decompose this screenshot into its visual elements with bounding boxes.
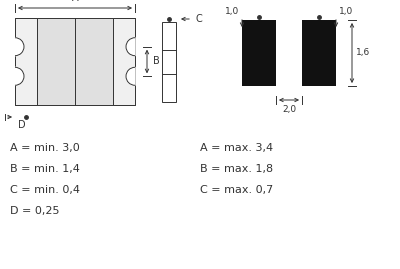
Bar	[162, 22, 176, 102]
Wedge shape	[126, 67, 135, 85]
Bar	[15, 18, 135, 105]
Text: B: B	[153, 56, 160, 66]
Text: A: A	[72, 0, 78, 3]
Wedge shape	[15, 38, 24, 56]
Text: C = max. 0,7: C = max. 0,7	[200, 185, 273, 195]
Text: D: D	[18, 120, 26, 130]
Bar	[113, 18, 135, 105]
Bar	[242, 20, 276, 86]
Wedge shape	[126, 38, 135, 56]
Wedge shape	[15, 67, 24, 85]
Bar	[15, 18, 37, 105]
Text: C: C	[196, 14, 203, 24]
Text: C = min. 0,4: C = min. 0,4	[10, 185, 80, 195]
Text: B = min. 1,4: B = min. 1,4	[10, 164, 80, 174]
Bar	[302, 20, 336, 86]
Text: D = 0,25: D = 0,25	[10, 206, 60, 216]
Text: 1,6: 1,6	[356, 48, 370, 58]
Text: 2,0: 2,0	[282, 105, 296, 114]
Text: 1,0: 1,0	[339, 7, 353, 16]
Text: A = max. 3,4: A = max. 3,4	[200, 143, 273, 153]
Text: A = min. 3,0: A = min. 3,0	[10, 143, 80, 153]
Text: 1,0: 1,0	[225, 7, 239, 16]
Text: B = max. 1,8: B = max. 1,8	[200, 164, 273, 174]
